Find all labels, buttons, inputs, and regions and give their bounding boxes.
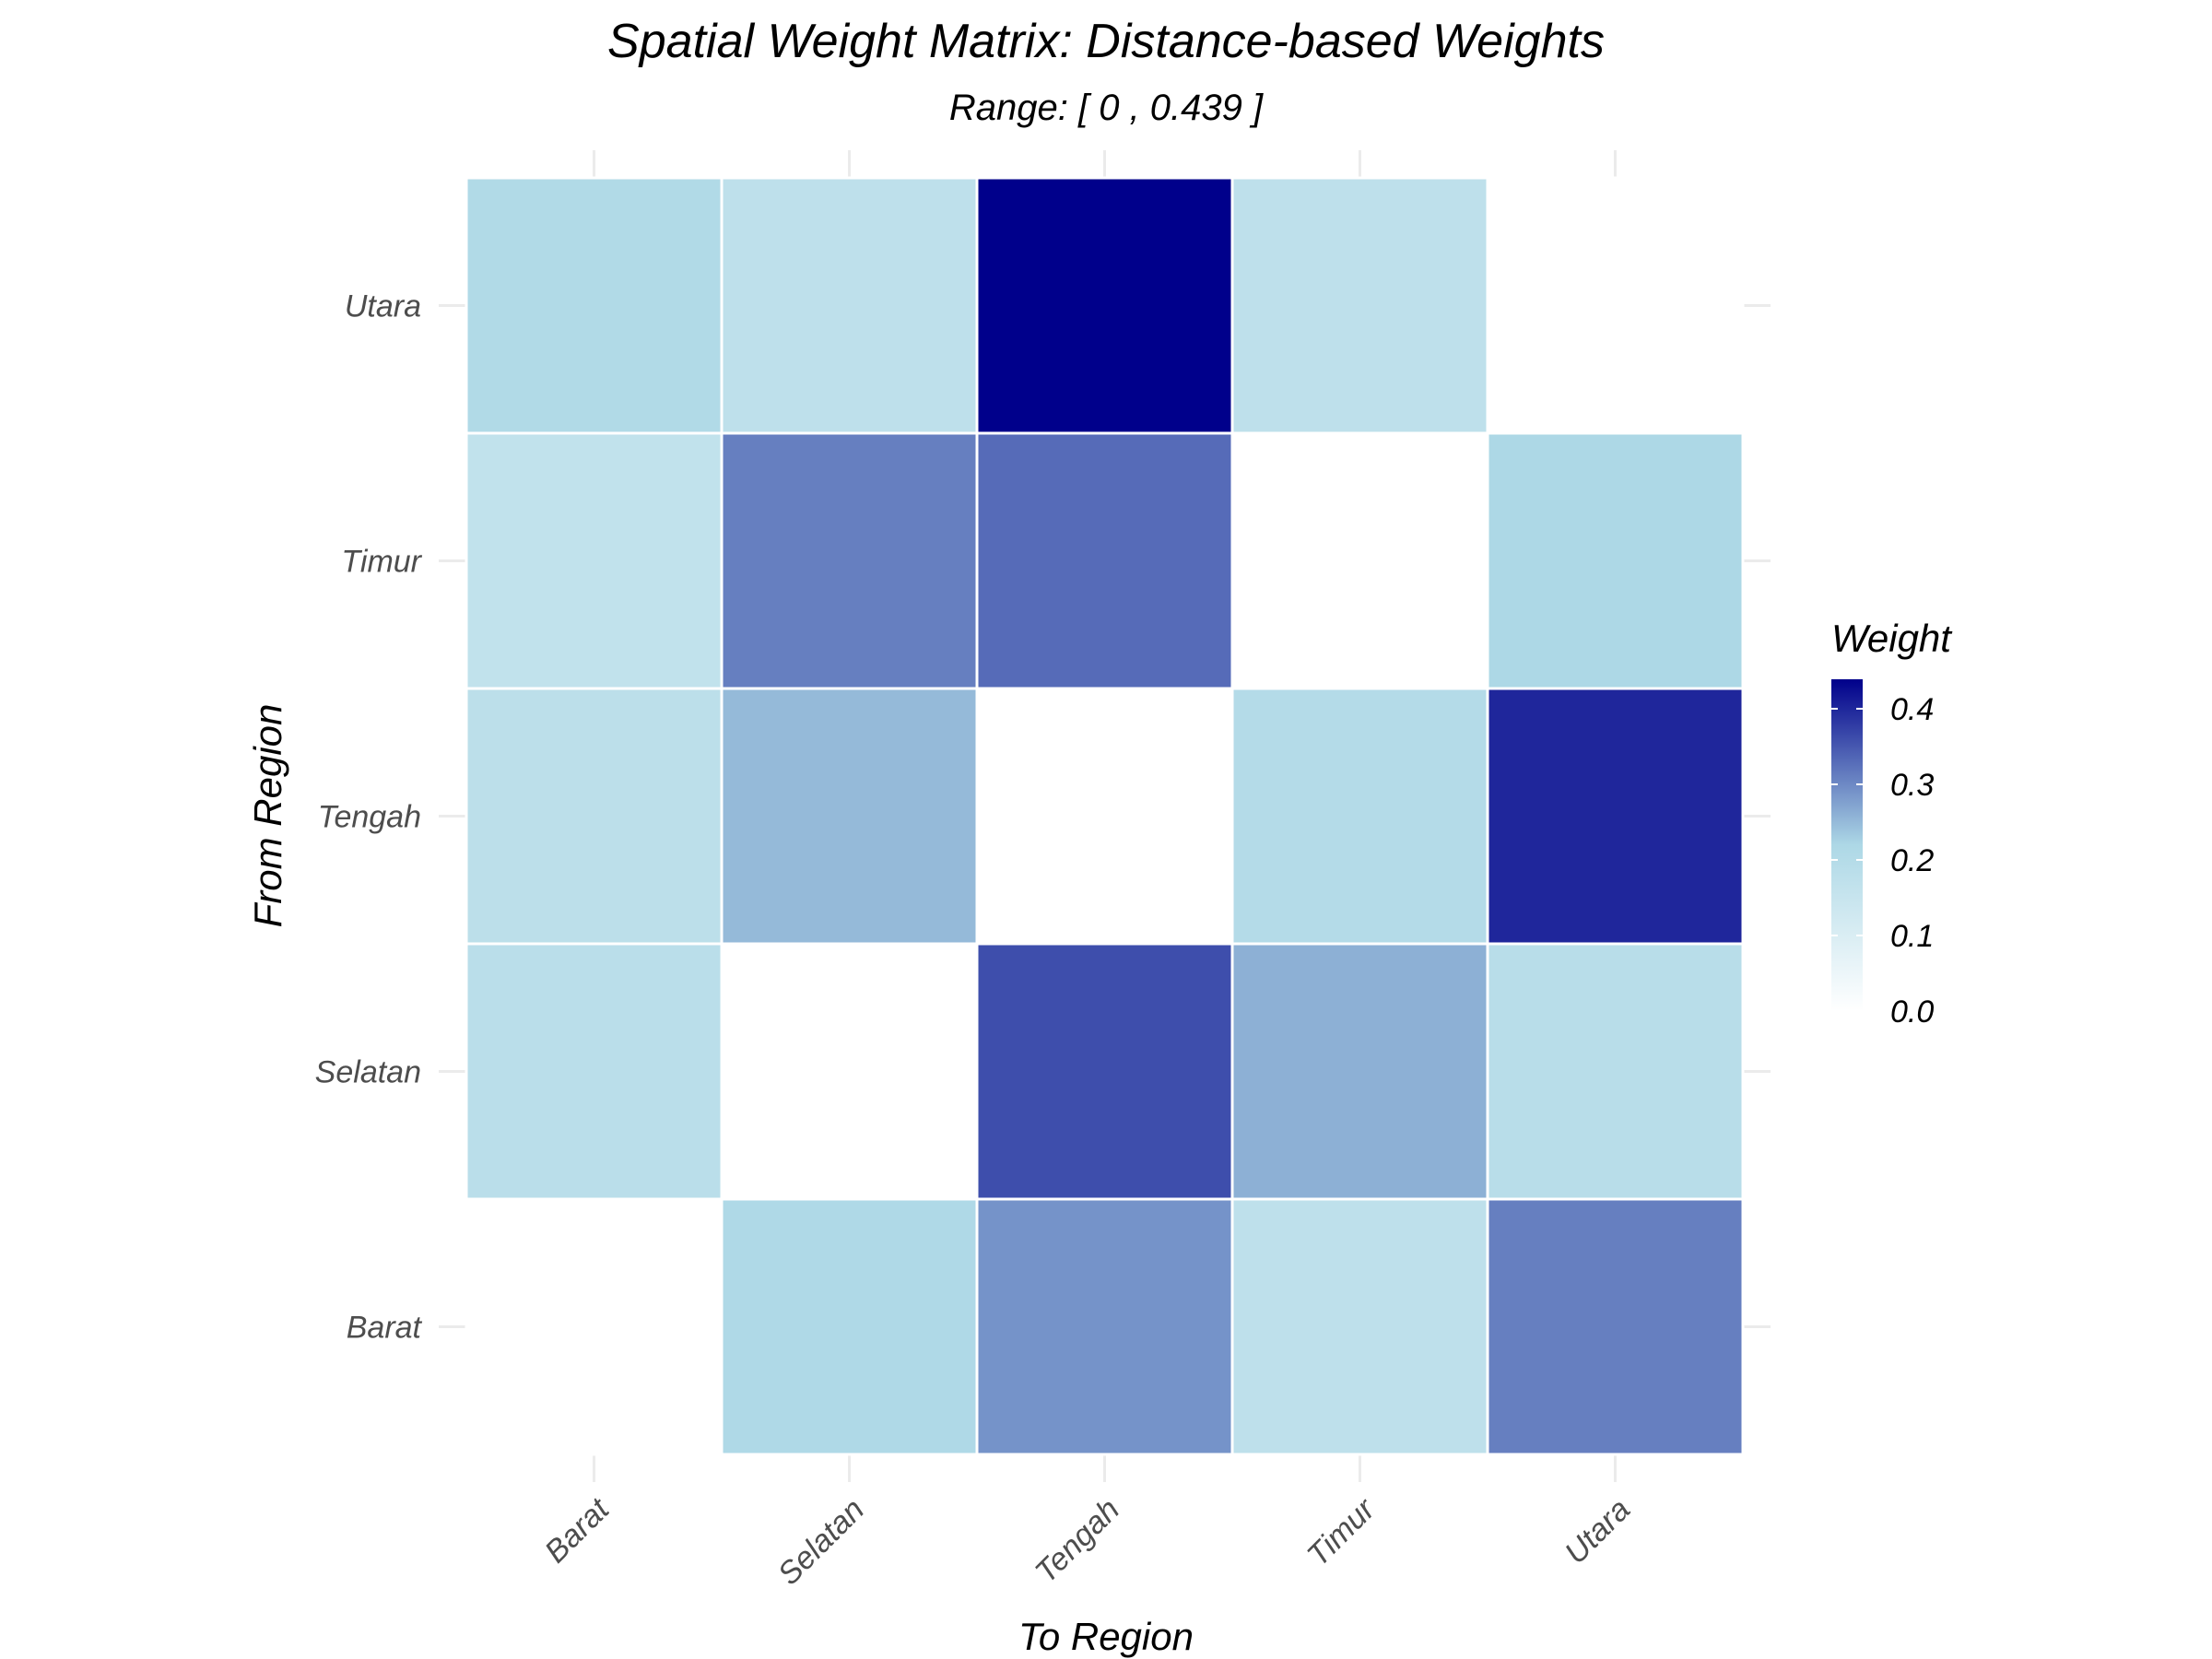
heatmap-cell-utara-to-selatan: Utara → Selatan: 0.175 (720, 176, 979, 435)
heatmap-cell-tengah-to-barat: Tengah → Barat: 0.18 (465, 687, 724, 946)
heatmap-cell-selatan-to-tengah: Selatan → Tengah: 0.36 (975, 942, 1234, 1201)
heatmap-cell-timur-to-tengah: Timur → Tengah: 0.33 (975, 431, 1234, 690)
heatmap-cell-tengah-to-selatan: Tengah → Selatan: 0.25 (720, 687, 979, 946)
heatmap-cell-selatan-to-selatan: Selatan → Selatan: 0 (720, 942, 979, 1201)
legend-colorbar (1831, 679, 1863, 1011)
heatmap-cell-utara-to-timur: Utara → Timur: 0.175 (1230, 176, 1489, 435)
chart-subtitle: Range: [ 0 , 0.439 ] (949, 88, 1264, 128)
x-tick-label-utara: Utara (1558, 1492, 1637, 1571)
heatmap-cell-tengah-to-tengah: Tengah → Tengah: 0 (975, 687, 1234, 946)
heatmap-cell-barat-to-timur: Barat → Timur: 0.175 (1230, 1197, 1489, 1456)
y-tick-label-utara: Utara (345, 289, 421, 324)
y-tick-label-tengah: Tengah (318, 800, 421, 835)
heatmap-cell-barat-to-tengah: Barat → Tengah: 0.29 (975, 1197, 1234, 1456)
heatmap-cell-utara-to-barat: Utara → Barat: 0.21 (465, 176, 724, 435)
heatmap-tiles: Barat → Barat: 0Barat → Selatan: 0.215Ba… (465, 176, 1745, 1456)
legend: Weight 0.4 0.3 0.2 0.1 0.0 (1831, 617, 1953, 1030)
legend-ticks: 0.4 0.3 0.2 0.1 0.0 (1831, 692, 1934, 1030)
x-tick-label-tengah: Tengah (1029, 1492, 1126, 1590)
legend-tick-label: 0.0 (1890, 994, 1934, 1030)
x-tick-label-barat: Barat (538, 1491, 617, 1570)
heatmap-cell-selatan-to-utara: Selatan → Utara: 0.19 (1486, 942, 1745, 1201)
x-tick-label-selatan: Selatan (771, 1492, 871, 1592)
legend-tick-label: 0.3 (1890, 768, 1934, 803)
heatmap-cell-selatan-to-barat: Selatan → Barat: 0.185 (465, 942, 724, 1201)
heatmap-cell-utara-to-utara: Utara → Utara: 0 (1486, 176, 1745, 435)
heatmap-cell-timur-to-timur: Timur → Timur: 0 (1230, 431, 1489, 690)
heatmap-cell-selatan-to-timur: Selatan → Timur: 0.26 (1230, 942, 1489, 1201)
heatmap-cell-barat-to-selatan: Barat → Selatan: 0.215 (720, 1197, 979, 1456)
legend-title: Weight (1831, 617, 1953, 660)
heatmap-cell-tengah-to-utara: Tengah → Utara: 0.4 (1486, 687, 1745, 946)
heatmap-cell-timur-to-barat: Timur → Barat: 0.165 (465, 431, 724, 690)
y-tick-label-barat: Barat (347, 1311, 423, 1346)
y-axis-ticks: Barat Selatan Tengah Timur Utara (315, 289, 461, 1346)
legend-tick-label: 0.4 (1890, 692, 1934, 727)
x-axis-title: To Region (1018, 1615, 1194, 1658)
heatmap-cell-utara-to-tengah: Utara → Tengah: 0.439 (975, 176, 1234, 435)
y-tick-label-selatan: Selatan (315, 1055, 421, 1090)
legend-tick-label: 0.1 (1890, 919, 1934, 954)
chart-title: Spatial Weight Matrix: Distance-based We… (607, 15, 1605, 68)
heatmap-cell-timur-to-selatan: Timur → Selatan: 0.31 (720, 431, 979, 690)
y-axis-title: From Region (246, 704, 289, 928)
heatmap-cell-barat-to-utara: Barat → Utara: 0.31 (1486, 1197, 1745, 1456)
x-axis-ticks: Barat Selatan Tengah Timur Utara (538, 1460, 1637, 1592)
legend-tick-label: 0.2 (1890, 843, 1934, 878)
heatmap-cell-barat-to-barat: Barat → Barat: 0 (465, 1197, 724, 1456)
heatmap-cell-tengah-to-timur: Tengah → Timur: 0.2 (1230, 687, 1489, 946)
heatmap-cell-timur-to-utara: Timur → Utara: 0.22 (1486, 431, 1745, 690)
x-tick-label-timur: Timur (1300, 1491, 1382, 1573)
y-tick-label-timur: Timur (341, 545, 422, 580)
